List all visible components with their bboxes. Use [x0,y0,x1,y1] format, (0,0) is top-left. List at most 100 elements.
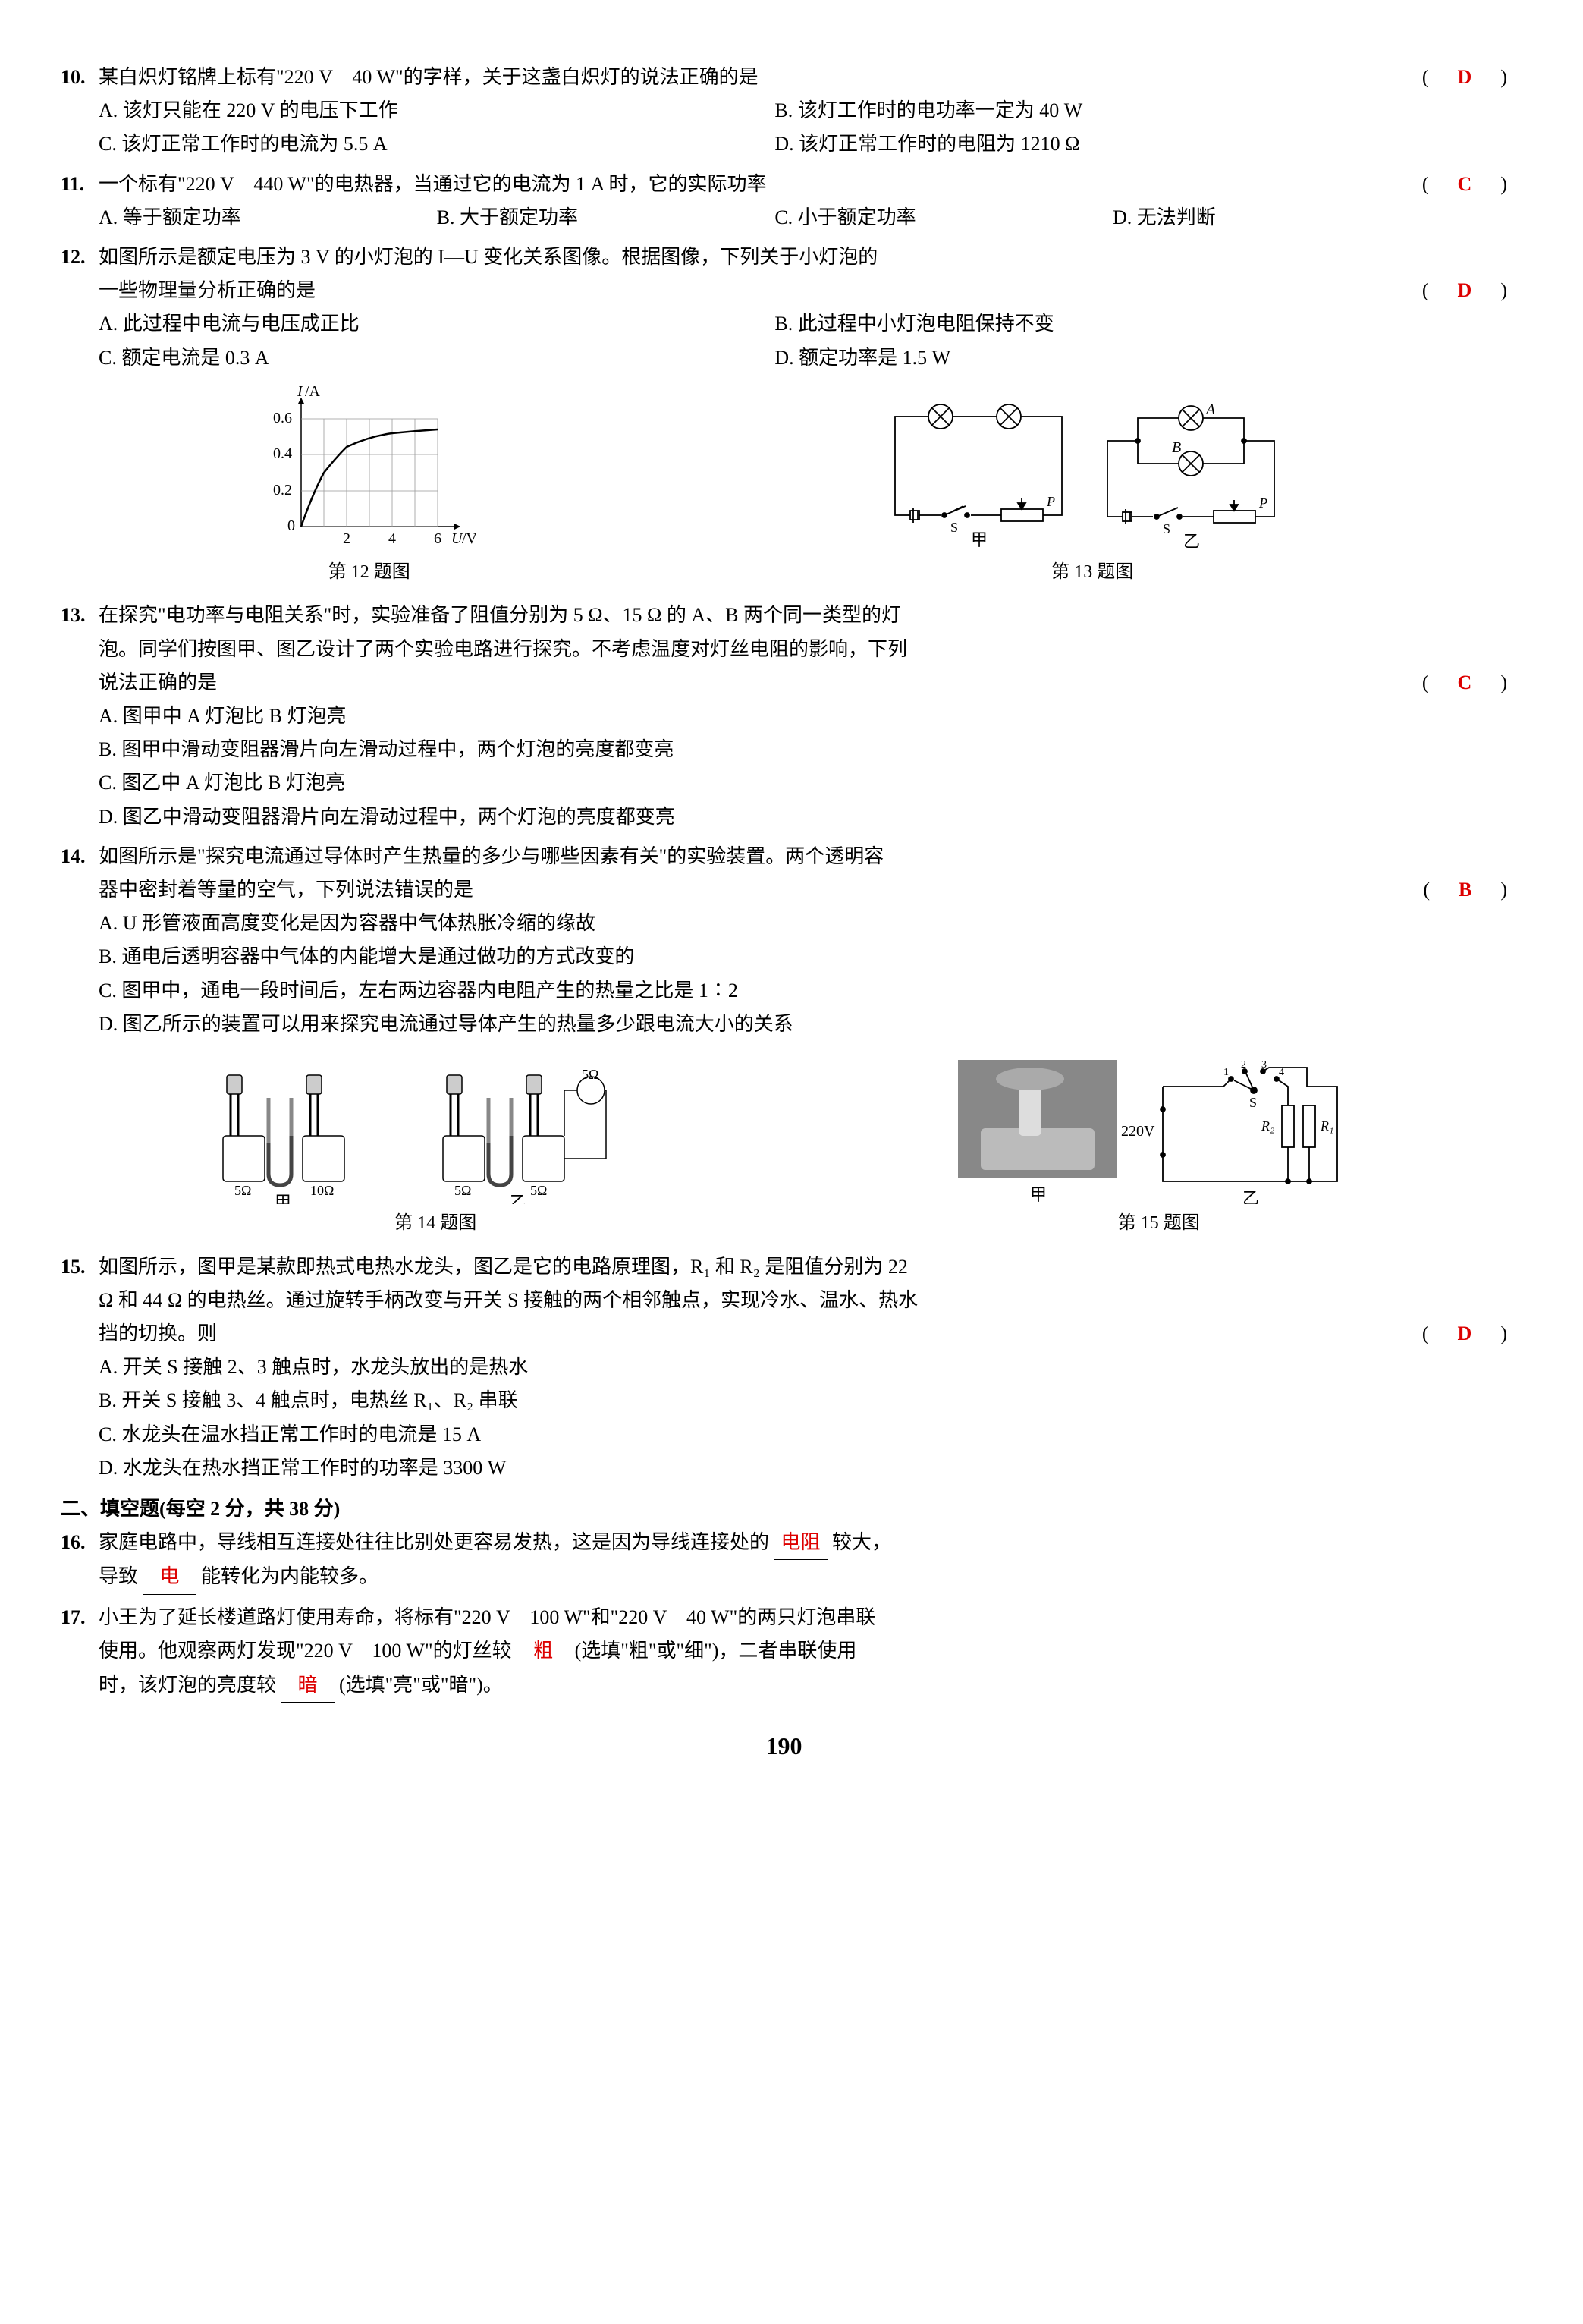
circuit-13: A B S [880,401,1305,553]
option-d: D. 水龙头在热水挡正常工作时的功率是 3300 W [99,1451,1507,1485]
option-a: A. 开关 S 接触 2、3 触点时，水龙头放出的是热水 [99,1351,1507,1384]
svg-text:6: 6 [434,530,441,547]
option-b: B. 此过程中小灯泡电阻保持不变 [774,307,1450,341]
svg-text:/V: /V [462,530,476,547]
q-text: Ω 和 44 Ω 的电热丝。通过旋转手柄改变与开关 S 接触的两个相邻触点，实现… [99,1284,1507,1317]
option-a: A. U 形管液面高度变化是因为容器中气体热胀冷缩的缘故 [99,907,1507,940]
answer: C [1449,671,1481,693]
svg-text:P: P [1046,494,1055,509]
q-text: 某白炽灯铭牌上标有"220 V 40 W"的字样，关于这盏白炽灯的说法正确的是 [99,61,1422,94]
answer-box: ( C ) [1422,666,1507,700]
svg-text:0.4: 0.4 [273,445,292,462]
svg-text:B: B [1005,401,1014,404]
fill-blank: 暗 [281,1668,335,1703]
text-part: 能转化为内能较多。 [201,1565,378,1587]
option-d: D. 无法判断 [1113,201,1451,234]
question-11: 11. 一个标有"220 V 440 W"的电热器，当通过它的电流为 1 A 时… [61,168,1507,234]
option-c: C. 该灯正常工作时的电流为 5.5 A [99,127,774,161]
answer: D [1449,1322,1481,1344]
iv-chart: 0 2 4 6 U/V 0.2 0.4 0.6 I/A [263,386,476,553]
answer-box: ( B ) [1423,873,1507,907]
text-part: 时，该灯泡的亮度较 [99,1674,276,1696]
answer: D [1449,279,1481,301]
question-17: 17. 小王为了延长楼道路灯使用寿命，将标有"220 V 100 W"和"220… [61,1601,1507,1703]
svg-text:R₁: R₁ [1320,1118,1333,1134]
answer-box: ( D ) [1422,274,1507,307]
figure-13: A B S [880,401,1305,588]
q-text: 如图所示是"探究电流通过导体时产生热量的多少与哪些因素有关"的实验装置。两个透明… [99,840,1507,873]
text-part: 导致 [99,1565,138,1587]
section-title: 二、填空题(每空 2 分，共 38 分) [61,1492,1507,1526]
svg-text:0.2: 0.2 [273,482,292,498]
question-16: 16. 家庭电路中，导线相互连接处往往比别处更容易发热，这是因为导线连接处的 电… [61,1526,1507,1594]
text-part: (选填"亮"或"暗")。 [339,1674,503,1696]
figures-14-15: 5Ω 10Ω 甲 5Ω 5Ω 5Ω 乙 [61,1052,1507,1239]
svg-text:/A: /A [305,386,321,400]
q-number: 16. [61,1526,99,1559]
option-d: D. 额定功率是 1.5 W [774,341,1450,375]
answer-box: ( D ) [1422,1317,1507,1351]
fill-blank: 粗 [517,1634,570,1668]
option-c: C. 水龙头在温水挡正常工作时的电流是 15 A [99,1418,1507,1451]
svg-text:乙: 乙 [510,1193,526,1204]
option-b: B. 图甲中滑动变阻器滑片向左滑动过程中，两个灯泡的亮度都变亮 [99,733,1507,766]
figure-caption: 第 15 题图 [950,1208,1368,1239]
option-a: A. 此过程中电流与电压成正比 [99,307,774,341]
svg-text:S: S [1163,521,1170,536]
svg-text:220V: 220V [1121,1123,1155,1140]
option-a: A. 该灯只能在 220 V 的电压下工作 [99,94,774,127]
option-b: B. 开关 S 接触 3、4 触点时，电热丝 R₁、R₂ 串联 [99,1384,1507,1417]
text-part: 较大， [832,1531,891,1553]
q-text: 时，该灯泡的亮度较 暗 (选填"亮"或"暗")。 [99,1668,1507,1703]
figures-12-13: 0 2 4 6 U/V 0.2 0.4 0.6 I/A 第 12 题图 A [61,386,1507,588]
fill-blank: 电阻 [774,1526,828,1560]
option-a: A. 等于额定功率 [99,201,437,234]
svg-text:2: 2 [1241,1059,1246,1071]
svg-text:S: S [1249,1095,1257,1110]
option-d: D. 图乙所示的装置可以用来探究电流通过导体产生的热量多少跟电流大小的关系 [99,1008,1507,1041]
answer: D [1449,66,1481,88]
svg-text:A: A [1205,401,1216,418]
q-text: 家庭电路中，导线相互连接处往往比别处更容易发热，这是因为导线连接处的 电阻 较大… [99,1526,1507,1560]
q-text: 一个标有"220 V 440 W"的电热器，当通过它的电流为 1 A 时，它的实… [99,168,1422,201]
page-number: 190 [61,1725,1507,1766]
svg-text:5Ω: 5Ω [454,1183,471,1198]
q-number: 15. [61,1250,99,1284]
fill-blank: 电 [143,1560,196,1594]
option-c: C. 图甲中，通电一段时间后，左右两边容器内电阻产生的热量之比是 1∶2 [99,974,1507,1008]
option-a: A. 图甲中 A 灯泡比 B 灯泡亮 [99,700,1507,733]
q-number: 13. [61,599,99,632]
figure-caption: 第 13 题图 [880,557,1305,588]
svg-text:甲: 甲 [275,1193,291,1204]
answer: C [1449,173,1481,195]
svg-text:5Ω: 5Ω [234,1183,251,1198]
svg-text:P: P [1258,495,1267,511]
q-text: 在探究"电功率与电阻关系"时，实验准备了阻值分别为 5 Ω、15 Ω 的 A、B… [99,599,1507,632]
question-14: 14. 如图所示是"探究电流通过导体时产生热量的多少与哪些因素有关"的实验装置。… [61,840,1507,1041]
figure-14: 5Ω 10Ω 甲 5Ω 5Ω 5Ω 乙 [200,1052,671,1239]
question-10: 10. 某白炽灯铭牌上标有"220 V 40 W"的字样，关于这盏白炽灯的说法正… [61,61,1507,162]
q-number: 12. [61,241,99,274]
svg-text:0.6: 0.6 [273,410,292,426]
figure-12: 0 2 4 6 U/V 0.2 0.4 0.6 I/A 第 12 题图 [263,386,476,588]
question-15: 15. 如图所示，图甲是某款即热式电热水龙头，图乙是它的电路原理图，R₁ 和 R… [61,1250,1507,1485]
q-number: 10. [61,61,99,94]
option-d: D. 该灯正常工作时的电阻为 1210 Ω [774,127,1450,161]
q-text: 如图所示，图甲是某款即热式电热水龙头，图乙是它的电路原理图，R₁ 和 R₂ 是阻… [99,1250,1507,1284]
q-text: 使用。他观察两灯发现"220 V 100 W"的灯丝较 粗 (选填"粗"或"细"… [99,1634,1507,1668]
option-c: C. 小于额定功率 [774,201,1113,234]
svg-text:5Ω: 5Ω [530,1183,547,1198]
option-c: C. 图乙中 A 灯泡比 B 灯泡亮 [99,766,1507,800]
heat-apparatus: 5Ω 10Ω 甲 5Ω 5Ω 5Ω 乙 [200,1052,671,1204]
svg-text:2: 2 [343,530,350,547]
option-c: C. 额定电流是 0.3 A [99,341,774,375]
question-13: 13. 在探究"电功率与电阻关系"时，实验准备了阻值分别为 5 Ω、15 Ω 的… [61,599,1507,833]
svg-text:1: 1 [1223,1067,1229,1078]
svg-text:0: 0 [287,517,295,534]
text-part: 使用。他观察两灯发现"220 V 100 W"的灯丝较 [99,1640,512,1662]
svg-text:4: 4 [1279,1067,1284,1078]
text-part: (选填"粗"或"细")，二者串联使用 [575,1640,857,1662]
svg-text:S: S [950,520,958,535]
svg-text:I: I [297,386,303,400]
option-b: B. 通电后透明容器中气体的内能增大是通过做功的方式改变的 [99,940,1507,973]
